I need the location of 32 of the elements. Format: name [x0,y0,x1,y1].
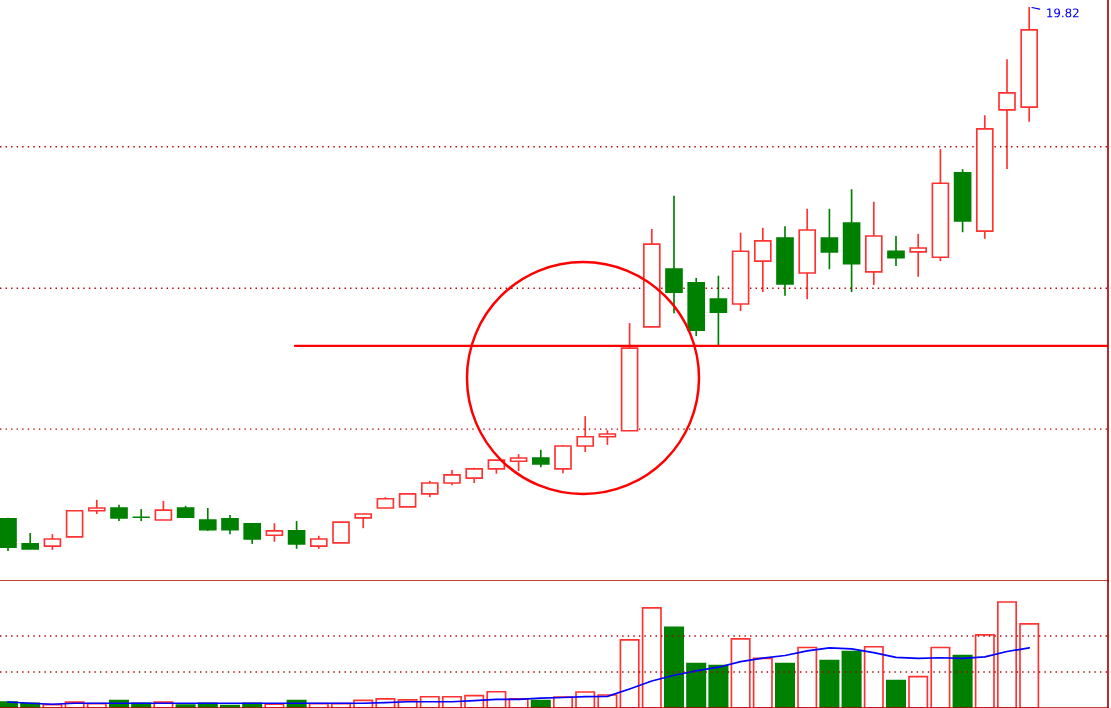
candlestick [65,509,84,538]
candlestick [776,225,794,297]
candlestick [998,58,1016,170]
candlestick [798,207,817,300]
candlestick [687,277,706,337]
text: 19.82 [1047,8,1079,18]
candlestick [975,114,994,240]
candlestick [842,188,861,293]
bar [708,664,729,708]
bar [885,679,907,708]
candlestick [909,233,928,278]
bar [952,654,973,708]
candlestick [753,227,772,293]
candlestick [620,322,639,432]
candlestick [576,415,595,453]
candlestick [1020,6,1039,123]
candlestick [332,521,350,544]
bar [774,662,796,708]
bar [841,650,862,708]
bar [819,659,840,708]
candlestick [243,522,262,545]
candlestick [642,228,661,328]
candlestick [21,532,40,550]
candlestick [398,493,417,508]
candlestick [864,200,883,286]
candlestick [665,194,683,315]
candlestick [132,508,151,522]
candlestick [887,235,905,267]
candlestick [354,513,373,529]
bar [686,662,707,708]
bar [663,626,685,708]
candlestick [709,274,728,348]
